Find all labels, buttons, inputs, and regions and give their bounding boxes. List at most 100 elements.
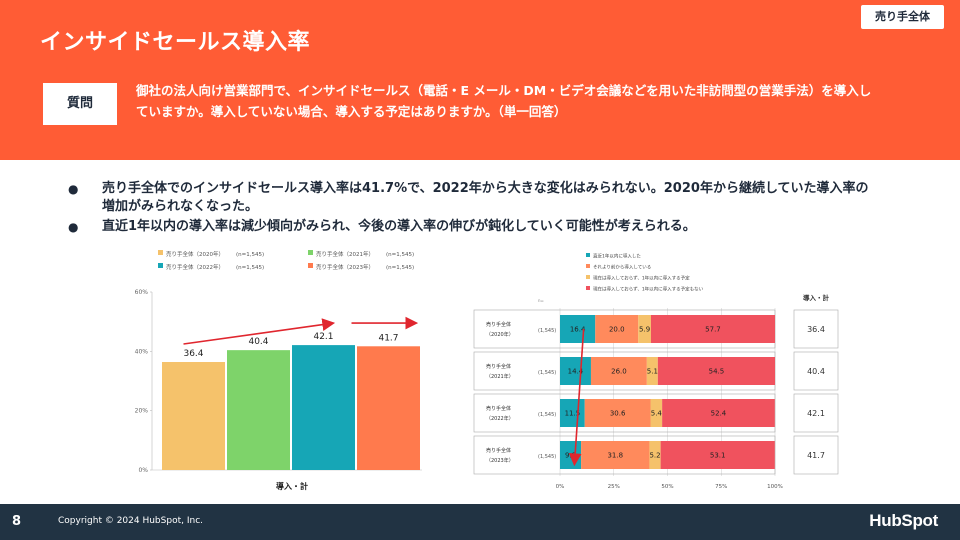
x-tick-label: 100%: [767, 484, 783, 490]
stacked-segment: [660, 441, 775, 469]
finding-item: ● 直近1年以内の導入率は減少傾向がみられ、今後の導入率の伸びが鈍化していく可能性…: [68, 218, 878, 236]
stacked-segment: [662, 399, 775, 427]
finding-text: 売り手全体でのインサイドセールス導入率は41.7%で、2022年から大きな変化は…: [102, 181, 869, 214]
segment-value-label: 53.1: [710, 452, 726, 460]
segment-value-label: 5.2: [649, 452, 660, 460]
stacked-segment: [657, 357, 775, 385]
stacked-segment: [560, 357, 591, 385]
row-n: (1,545): [538, 454, 556, 460]
legend-label: 直近1年以内に導入した: [593, 253, 641, 260]
row-label-year: （2020年）: [486, 331, 514, 338]
adoption-breakdown-chart: 直近1年以内に導入したそれより前から導入している現在は導入しておらず、1年以内に…: [473, 253, 839, 490]
y-tick-label: 20%: [135, 408, 149, 415]
legend-n: (n=1,545): [386, 265, 414, 271]
bar: [227, 350, 290, 470]
question-text: 御社の法人向け営業部門で、インサイドセールス（電話・E メール・DM・ビデオ会議…: [136, 83, 872, 119]
segment-tag: 売り手全体: [861, 5, 944, 29]
trend-arrow-down: [568, 328, 585, 467]
x-tick-label: 0%: [556, 484, 565, 490]
stacked-segment: [581, 441, 650, 469]
segment-value-label: 31.8: [607, 452, 623, 460]
stacked-segment: [650, 399, 663, 427]
page-number: 8: [12, 514, 22, 529]
stacked-segment: [646, 357, 658, 385]
page-title: インサイドセールス導入率: [40, 30, 311, 55]
total-cell: [793, 393, 839, 433]
row-label: 売り手全体: [486, 321, 511, 328]
row-n: (1,545): [538, 370, 556, 376]
stacked-segment: [584, 399, 651, 427]
footer: 8 Copyright © 2024 HubSpot, Inc. HubSpot: [0, 504, 960, 540]
bar: [162, 362, 225, 470]
total-value: 41.7: [807, 451, 825, 460]
stacked-segment: [560, 399, 585, 427]
row-frame: [473, 393, 776, 433]
legend-label: それより前から導入している: [593, 264, 651, 271]
header-banner: インサイドセールス導入率 売り手全体 質問 御社の法人向け営業部門で、インサイド…: [0, 0, 960, 160]
total-cell: [793, 309, 839, 349]
legend-swatch: [308, 250, 313, 255]
question-label: 質問: [43, 83, 117, 125]
legend-label: 売り手全体（2021年）: [316, 250, 374, 258]
segment-value-label: 14.4: [568, 368, 584, 376]
segment-value-label: 16.4: [570, 326, 586, 334]
bar-value-label: 41.7: [378, 333, 398, 343]
hubspot-logo: HubSpot: [869, 511, 938, 530]
segment-value-label: 5.4: [651, 410, 663, 418]
legend-n: (n=1,545): [386, 252, 414, 258]
finding-item: ● 売り手全体でのインサイドセールス導入率は41.7%で、2022年から大きな変化…: [68, 180, 878, 216]
legend-swatch: [158, 250, 163, 255]
x-axis-label: 導入・計: [276, 481, 308, 491]
x-tick-label: 75%: [715, 484, 727, 490]
stacked-segment: [638, 315, 651, 343]
row-label-year: （2023年）: [486, 457, 514, 464]
stacked-segment: [560, 315, 596, 343]
segment-value-label: 57.7: [705, 326, 721, 334]
row-label: 売り手全体: [486, 405, 511, 412]
total-value: 36.4: [807, 325, 825, 334]
segment-value-label: 20.0: [609, 326, 625, 334]
segment-value-label: 11.5: [565, 410, 581, 418]
bullet-icon: ●: [68, 220, 79, 234]
segment-value-label: 5.1: [647, 368, 658, 376]
legend-label: 現在は導入しておらず、1年以内に導入する予定: [593, 275, 690, 282]
total-cell: [793, 351, 839, 391]
trend-arrow-up: [183, 318, 336, 345]
legend-swatch: [586, 253, 590, 257]
finding-text: 直近1年以内の導入率は減少傾向がみられ、今後の導入率の伸びが鈍化していく可能性が…: [102, 219, 696, 234]
legend-n: (n=1,545): [236, 252, 264, 258]
legend-swatch: [586, 286, 590, 290]
legend-label: 売り手全体（2020年）: [166, 250, 224, 258]
findings-list: ● 売り手全体でのインサイドセールス導入率は41.7%で、2022年から大きな変化…: [68, 180, 878, 238]
row-frame: [473, 435, 776, 475]
total-header: 導入・計: [803, 293, 830, 302]
legend-n: (n=1,545): [236, 265, 264, 271]
segment-value-label: 54.5: [709, 368, 725, 376]
segment-value-label: 26.0: [611, 368, 627, 376]
bar: [357, 346, 420, 470]
bar-value-label: 36.4: [183, 349, 203, 359]
row-label-year: （2021年）: [486, 373, 514, 380]
legend-label: 現在は導入しておらず、1年以内に導入する予定もない: [593, 286, 704, 293]
row-n: (1,545): [538, 412, 556, 418]
y-tick-label: 40%: [135, 348, 149, 355]
stacked-segment: [649, 441, 661, 469]
stacked-segment: [595, 315, 639, 343]
legend-swatch: [308, 263, 313, 268]
segment-value-label: 5.9: [639, 326, 650, 334]
row-label-year: （2022年）: [486, 415, 514, 422]
legend-swatch: [586, 264, 590, 268]
legend-label: 売り手全体（2022年）: [166, 263, 224, 271]
total-value: 40.4: [807, 367, 825, 376]
y-tick-label: 60%: [135, 289, 149, 296]
bar: [292, 345, 355, 470]
row-n: (1,545): [538, 328, 556, 334]
bar-value-label: 40.4: [248, 337, 268, 347]
adoption-bar-chart: 売り手全体（2020年） (n=1,545) 売り手全体（2021年） (n=1,54…: [135, 250, 422, 491]
bar-value-label: 42.1: [313, 332, 333, 342]
y-tick-label: 0%: [138, 467, 148, 474]
legend-swatch: [586, 275, 590, 279]
total-cell: [793, 435, 839, 475]
bullet-icon: ●: [68, 182, 79, 196]
n-header: n=: [538, 298, 544, 303]
